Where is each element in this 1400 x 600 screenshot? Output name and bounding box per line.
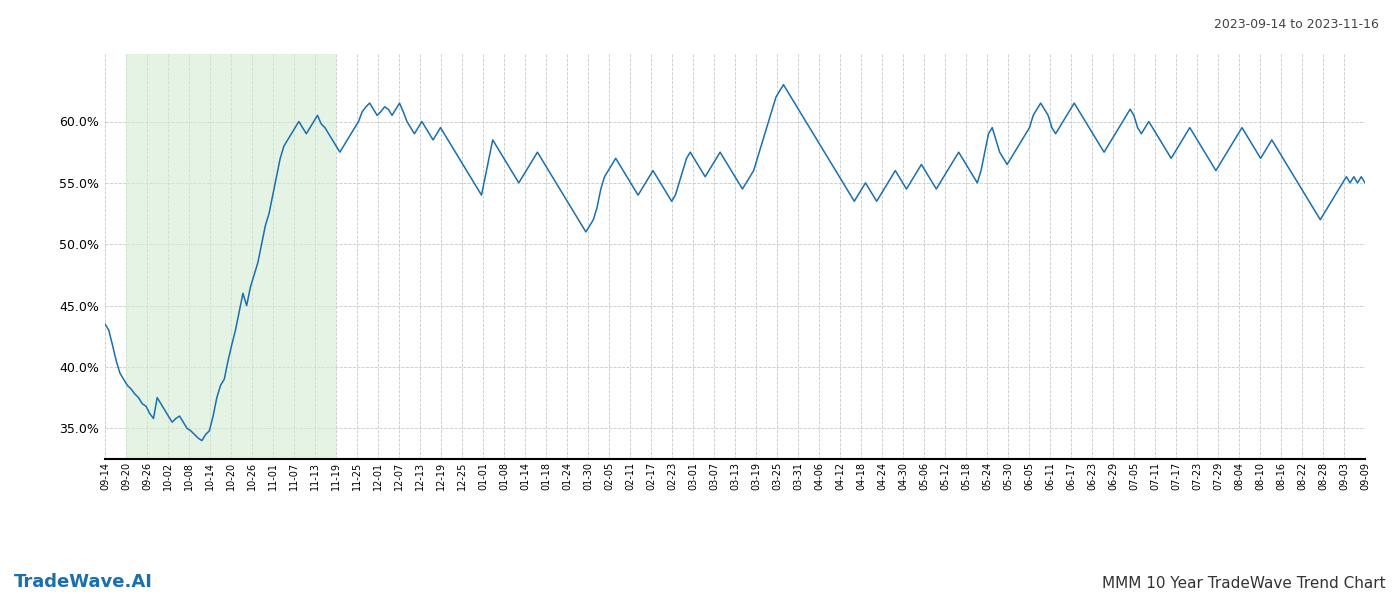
Text: MMM 10 Year TradeWave Trend Chart: MMM 10 Year TradeWave Trend Chart [1102,576,1386,591]
Text: TradeWave.AI: TradeWave.AI [14,573,153,591]
Bar [126,54,336,459]
Text: 2023-09-14 to 2023-11-16: 2023-09-14 to 2023-11-16 [1214,18,1379,31]
